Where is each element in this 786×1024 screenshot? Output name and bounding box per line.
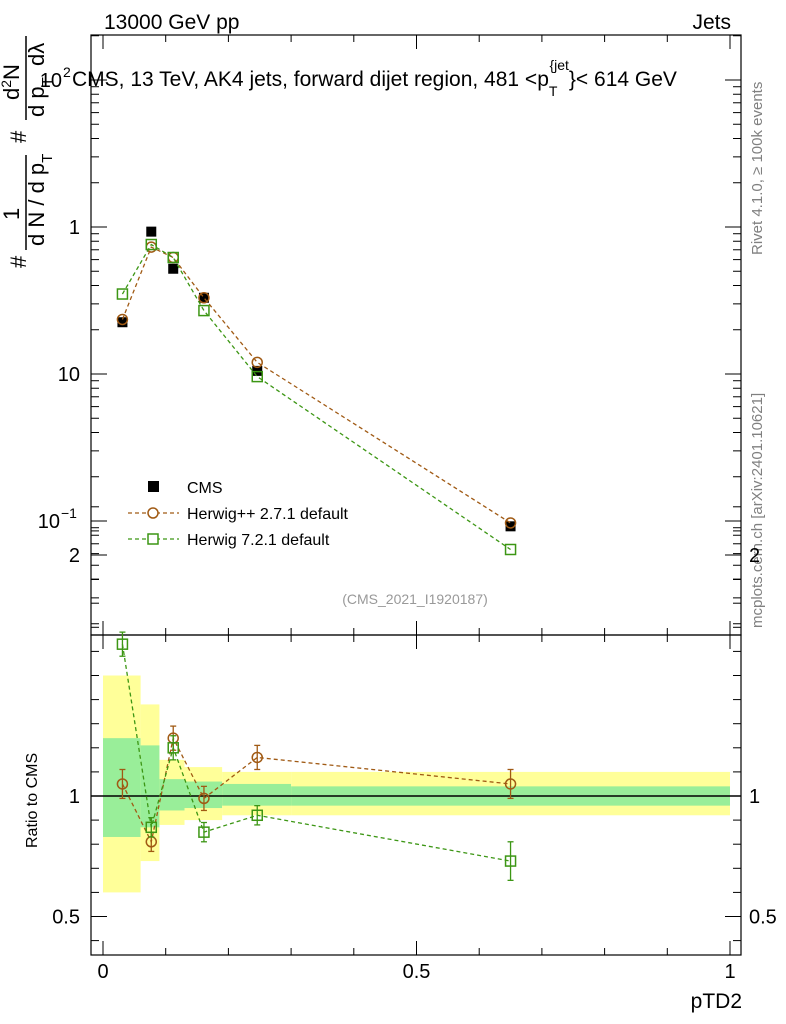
stat-uncertainty-band — [140, 745, 160, 828]
ratio-tick-label: 0.5 — [52, 907, 80, 929]
y-tick-exponent: −1 — [61, 505, 77, 521]
herwig7-ratio-point — [198, 826, 210, 838]
legend-marker-cms — [148, 481, 159, 492]
legend-marker-herwigpp — [147, 507, 159, 519]
ylabel-hash-2: # — [6, 130, 31, 143]
herwig7-ratio-point — [251, 809, 263, 822]
herwig7-point — [251, 370, 263, 383]
energy-label: 13000 GeV pp — [104, 11, 239, 34]
mcplots-label: mcplots.cern.ch [arXiv:2401.10621] — [749, 393, 766, 628]
type-label: Jets — [692, 11, 731, 34]
herwigpp-ratio-point — [116, 778, 129, 790]
herwigpp-point — [167, 251, 179, 264]
chart-title: CMS, 13 TeV, AK4 jets, forward dijet reg… — [72, 57, 677, 99]
herwig7-point — [504, 543, 517, 556]
herwigpp-ratio-point — [198, 792, 210, 805]
ylabel-denominator: d N / d pT — [24, 154, 56, 246]
herwig7-point — [198, 304, 210, 317]
y-tick-exponent: 2 — [63, 64, 71, 80]
ratio-tick-label-right: 2 — [749, 545, 760, 567]
legend-marker-herwig7 — [147, 533, 159, 545]
herwig7-ratio-point — [504, 855, 517, 867]
cms-point — [168, 263, 179, 274]
ylabel-dlambda: dλ — [24, 43, 49, 66]
herwigpp-point — [198, 292, 210, 304]
herwigpp-ratio-point — [251, 751, 263, 764]
ylabel-numerator: d2N — [0, 64, 24, 100]
y-tick-label: 10 — [58, 364, 80, 386]
cms-point — [117, 317, 128, 328]
herwig7-point — [145, 238, 158, 251]
herwig7-point — [116, 288, 129, 300]
y-tick-label: 10 — [40, 70, 62, 92]
main-series — [116, 226, 517, 556]
herwigpp-point — [504, 517, 517, 529]
cms-point — [198, 292, 209, 303]
legend-label: Herwig 7.2.1 default — [187, 532, 330, 549]
ylabel-dpt: d pT — [24, 77, 56, 117]
herwigpp-point — [116, 313, 129, 326]
legend-label: Herwig++ 2.7.1 default — [187, 506, 349, 523]
herwig7-ratio-point — [167, 742, 179, 754]
x-tick-label: 1 — [724, 961, 735, 983]
ratio-series — [116, 631, 517, 881]
rivet-label: Rivet 4.1.0, ≥ 100k events — [749, 82, 766, 255]
legend: CMS Herwig++ 2.7.1 default Herwig 7.2.1 de… — [128, 480, 349, 549]
x-axis-label: pTD2 — [691, 990, 742, 1013]
series-line-main — [121, 243, 511, 551]
stat-uncertainty-band — [222, 783, 292, 806]
y-tick-label: 10 — [38, 511, 60, 533]
ratio-tick-label: 1 — [69, 786, 80, 808]
herwig7-ratio-point — [116, 638, 129, 650]
ratio-bands — [91, 675, 741, 893]
legend-label: CMS — [187, 480, 223, 497]
series-line-main — [121, 246, 511, 524]
series-line-ratio — [121, 644, 511, 862]
ratio-tick-label-right: 0.5 — [749, 907, 777, 929]
cms-point — [146, 226, 157, 237]
herwigpp-point — [251, 356, 263, 369]
y-axis-label: # 1 d N / d pT # d2N d pT dλ — [0, 36, 56, 268]
x-tick-label: 0.5 — [403, 961, 431, 983]
ratio-tick-label-right: 1 — [749, 786, 760, 808]
y-tick-label: 1 — [69, 217, 80, 239]
x-tick-label: 0 — [97, 961, 108, 983]
ratio-tick-label: 2 — [69, 545, 80, 567]
herwigpp-ratio-point — [504, 778, 517, 790]
ylabel-hash-1: # — [6, 255, 31, 268]
reference-label: (CMS_2021_I1920187) — [342, 591, 488, 607]
series-line-ratio — [121, 736, 511, 844]
ylabel-one: 1 — [0, 208, 24, 220]
ratio-y-label: Ratio to CMS — [24, 753, 41, 848]
herwig7-point — [167, 251, 179, 264]
stat-uncertainty-band — [159, 779, 185, 811]
herwig7-ratio-point — [145, 821, 158, 834]
cms-point — [505, 521, 516, 532]
